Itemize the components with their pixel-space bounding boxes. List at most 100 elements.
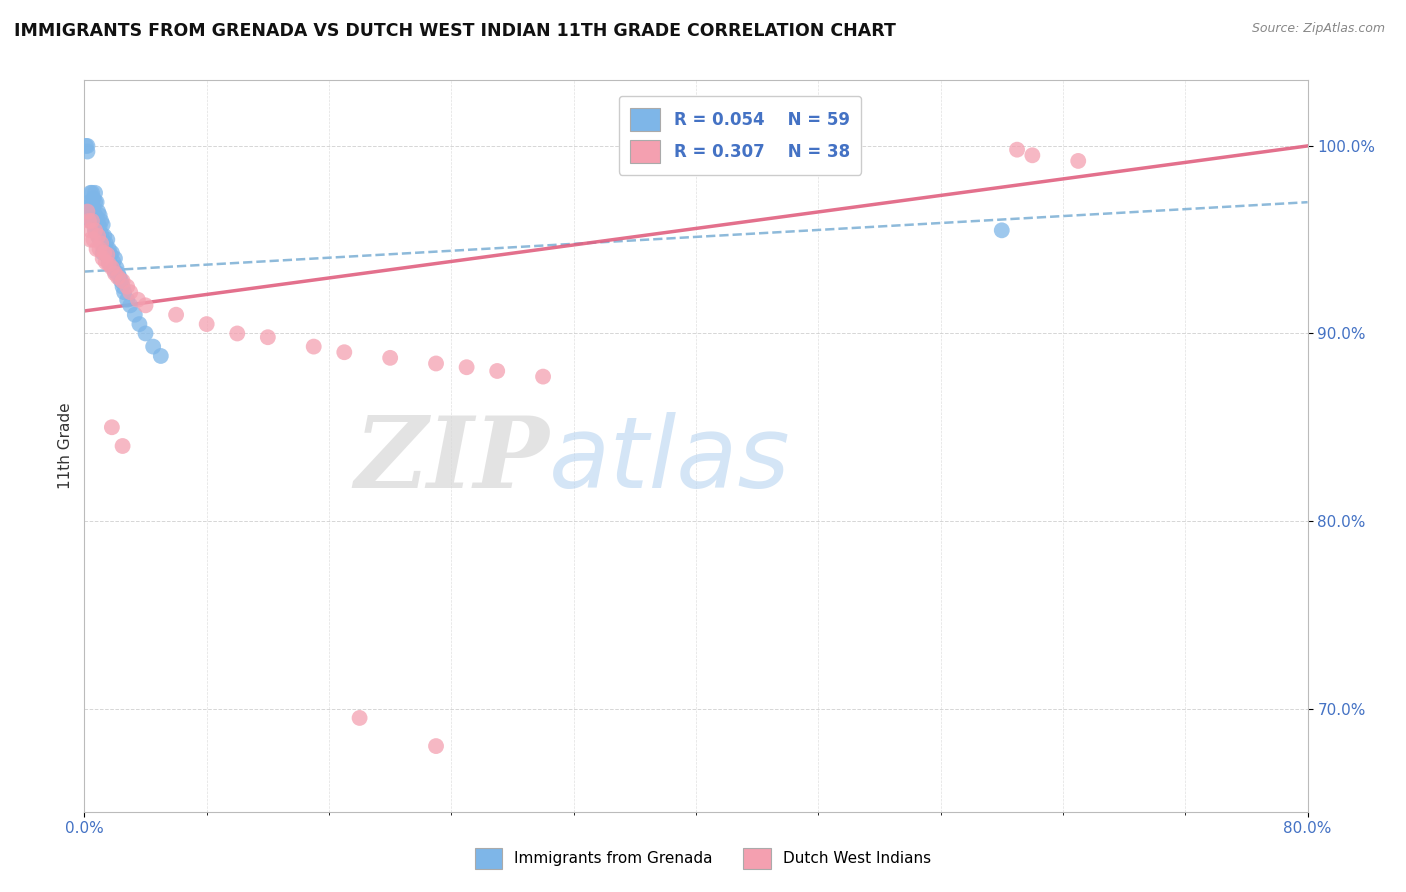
Point [90, 214, 112, 228]
Point [104, 267, 127, 281]
Point [77, 214, 100, 228]
Point [425, 356, 447, 370]
Point [87, 229, 110, 244]
Point [89, 233, 111, 247]
Point [101, 259, 124, 273]
Point [349, 711, 371, 725]
Point [105, 260, 128, 275]
Point [93, 245, 115, 260]
Point [101, 420, 124, 434]
Point [96, 248, 118, 262]
Point [112, 285, 135, 300]
Point [149, 349, 172, 363]
Point [94, 255, 117, 269]
Point [83, 202, 105, 217]
Point [135, 326, 157, 341]
Point [120, 285, 142, 300]
Point [90, 227, 112, 241]
Y-axis label: 11th Grade: 11th Grade [58, 402, 73, 490]
Point [97, 242, 120, 256]
Point [93, 242, 115, 256]
Point [257, 330, 280, 344]
Point [93, 229, 115, 244]
Point [111, 279, 134, 293]
Point [84, 223, 107, 237]
Point [87, 218, 110, 232]
Point [103, 255, 125, 269]
Point [97, 255, 120, 269]
Point [89, 219, 111, 234]
Legend: R = 0.054    N = 59, R = 0.307    N = 38: R = 0.054 N = 59, R = 0.307 N = 38 [619, 96, 862, 175]
Point [142, 340, 165, 354]
Point [75, 139, 97, 153]
Point [86, 195, 108, 210]
Point [425, 739, 447, 753]
Text: IMMIGRANTS FROM GRENADA VS DUTCH WEST INDIAN 11TH GRADE CORRELATION CHART: IMMIGRANTS FROM GRENADA VS DUTCH WEST IN… [14, 22, 896, 40]
Point [76, 139, 98, 153]
Point [165, 308, 187, 322]
Point [108, 270, 131, 285]
Point [76, 145, 98, 159]
Point [302, 340, 325, 354]
Point [79, 214, 101, 228]
Point [94, 236, 117, 251]
Point [195, 317, 218, 331]
Point [77, 201, 100, 215]
Point [107, 267, 129, 281]
Point [124, 308, 146, 322]
Point [115, 293, 138, 307]
Point [380, 351, 402, 365]
Point [79, 223, 101, 237]
Point [104, 252, 127, 266]
Text: ZIP: ZIP [354, 412, 550, 508]
Point [91, 252, 114, 266]
Point [991, 223, 1014, 237]
Point [128, 317, 150, 331]
Point [456, 360, 478, 375]
Legend: Immigrants from Grenada, Dutch West Indians: Immigrants from Grenada, Dutch West Indi… [468, 841, 938, 875]
Point [89, 242, 111, 256]
Point [333, 345, 356, 359]
Point [80, 214, 103, 228]
Point [111, 439, 134, 453]
Point [79, 186, 101, 200]
Point [1067, 153, 1090, 168]
Point [127, 293, 149, 307]
Point [104, 264, 127, 278]
Point [80, 195, 103, 210]
Point [77, 195, 100, 210]
Point [80, 208, 103, 222]
Text: Source: ZipAtlas.com: Source: ZipAtlas.com [1251, 22, 1385, 36]
Point [84, 186, 107, 200]
Point [101, 260, 124, 275]
Point [107, 270, 129, 285]
Point [79, 233, 101, 247]
Point [87, 229, 110, 244]
Point [110, 274, 132, 288]
Point [84, 223, 107, 237]
Point [98, 248, 121, 262]
Point [79, 199, 101, 213]
Point [1005, 143, 1028, 157]
Point [77, 210, 100, 224]
Point [486, 364, 509, 378]
Point [90, 236, 112, 251]
Point [86, 210, 108, 224]
Point [91, 218, 114, 232]
Point [101, 245, 124, 260]
Point [86, 223, 108, 237]
Point [83, 233, 105, 247]
Point [97, 257, 120, 271]
Point [135, 298, 157, 312]
Point [120, 298, 142, 312]
Point [531, 369, 554, 384]
Point [226, 326, 249, 341]
Point [84, 195, 107, 210]
Point [91, 245, 114, 260]
Point [89, 208, 111, 222]
Point [83, 191, 105, 205]
Point [87, 204, 110, 219]
Point [111, 274, 134, 288]
Point [115, 279, 138, 293]
Text: atlas: atlas [550, 412, 790, 509]
